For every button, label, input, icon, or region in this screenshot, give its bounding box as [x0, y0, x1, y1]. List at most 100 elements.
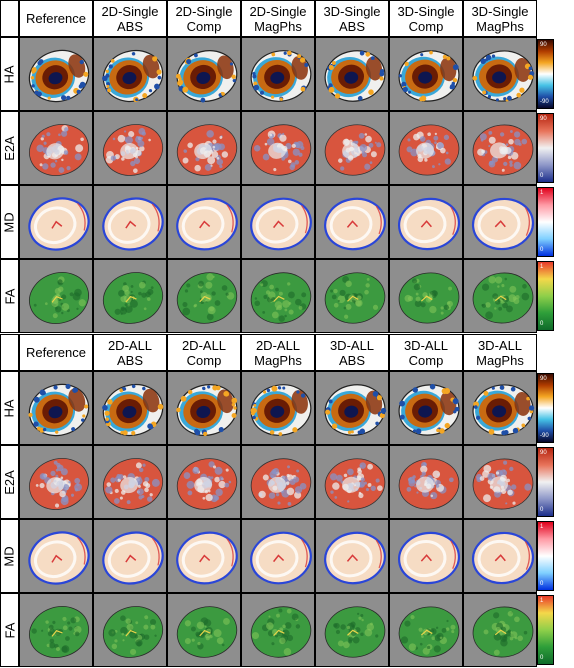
column-header: 2D-Single Comp [167, 0, 241, 37]
map-tile-ha [93, 37, 167, 111]
map-tile-md [167, 185, 241, 259]
map-tile-ha [389, 371, 463, 445]
colorbar-min-label: -90 [540, 99, 549, 105]
row-label: HA [0, 371, 19, 445]
colorbar-fa [537, 261, 554, 331]
map-tile-ha [315, 37, 389, 111]
map-tile-md [241, 519, 315, 593]
map-tile-fa [463, 593, 537, 667]
map-tile-e2a [241, 445, 315, 519]
map-tile-md [389, 185, 463, 259]
colorbar-min-label: -90 [540, 433, 549, 439]
row-label: MD [0, 185, 19, 259]
map-tile-fa [389, 259, 463, 333]
map-tile-ha [93, 371, 167, 445]
map-tile-fa [315, 259, 389, 333]
colorbar-max-label: 90 [540, 450, 547, 456]
map-tile-ha [463, 371, 537, 445]
map-tile-ha [241, 371, 315, 445]
map-tile-e2a [19, 111, 93, 185]
map-tile-e2a [93, 445, 167, 519]
map-tile-fa [167, 259, 241, 333]
map-tile-md [389, 519, 463, 593]
map-tile-md [167, 519, 241, 593]
map-tile-md [241, 185, 315, 259]
column-header: 2D-ALL ABS [93, 334, 167, 371]
colorbar-ha [537, 39, 554, 109]
corner-cell [0, 334, 19, 371]
corner-cell [0, 0, 19, 37]
map-tile-ha [315, 371, 389, 445]
colorbar-min-label: 0 [540, 247, 544, 253]
colorbar-ha [537, 373, 554, 443]
colorbar-e2a [537, 113, 554, 183]
row-label-text: FA [2, 622, 17, 638]
row-label: E2A [0, 445, 19, 519]
row-label: FA [0, 593, 19, 667]
map-tile-fa [463, 259, 537, 333]
row-label-text: MD [2, 545, 17, 567]
row-label-text: E2A [2, 135, 18, 161]
map-tile-ha [167, 371, 241, 445]
map-tile-fa [389, 593, 463, 667]
colorbar-min-label: 0 [540, 507, 544, 513]
column-header: 3D-ALL Comp [389, 334, 463, 371]
map-tile-fa [241, 593, 315, 667]
row-label-text: E2A [2, 469, 18, 495]
map-tile-e2a [167, 111, 241, 185]
map-tile-md [315, 185, 389, 259]
map-tile-ha [19, 371, 93, 445]
map-tile-fa [93, 259, 167, 333]
colorbar-max-label: 1 [540, 524, 544, 530]
row-label: MD [0, 519, 19, 593]
colorbar-min-label: 0 [540, 173, 544, 179]
colorbar-min-label: 0 [540, 581, 544, 587]
map-tile-fa [19, 259, 93, 333]
row-label-text: FA [2, 288, 17, 304]
row-label: FA [0, 259, 19, 333]
map-tile-e2a [93, 111, 167, 185]
map-tile-fa [315, 593, 389, 667]
map-tile-fa [167, 593, 241, 667]
column-header: 3D-Single ABS [315, 0, 389, 37]
colorbar-md [537, 521, 554, 591]
colorbar-max-label: 90 [540, 376, 547, 382]
map-tile-ha [463, 37, 537, 111]
colorbar-fa [537, 595, 554, 665]
column-header: 3D-ALL ABS [315, 334, 389, 371]
row-label-text: MD [2, 211, 17, 233]
map-tile-e2a [315, 111, 389, 185]
map-tile-e2a [167, 445, 241, 519]
colorbar-max-label: 1 [540, 598, 544, 604]
colorbar-md [537, 187, 554, 257]
map-tile-md [19, 185, 93, 259]
column-header: 3D-ALL MagPhs [463, 334, 537, 371]
map-tile-fa [19, 593, 93, 667]
map-tile-e2a [389, 111, 463, 185]
map-tile-md [315, 519, 389, 593]
map-tile-e2a [241, 111, 315, 185]
map-tile-fa [93, 593, 167, 667]
column-header: 3D-Single MagPhs [463, 0, 537, 37]
column-header: 2D-Single MagPhs [241, 0, 315, 37]
row-label-text: HA [2, 64, 17, 84]
map-tile-e2a [463, 111, 537, 185]
colorbar-max-label: 90 [540, 42, 547, 48]
map-tile-e2a [463, 445, 537, 519]
row-label: HA [0, 37, 19, 111]
map-tile-md [19, 519, 93, 593]
row-label: E2A [0, 111, 19, 185]
column-header: Reference [19, 0, 93, 37]
map-tile-md [463, 185, 537, 259]
colorbar-e2a [537, 447, 554, 517]
colorbar-min-label: 0 [540, 655, 544, 661]
map-tile-ha [19, 37, 93, 111]
colorbar-max-label: 1 [540, 264, 544, 270]
column-header: 2D-ALL Comp [167, 334, 241, 371]
map-tile-md [93, 185, 167, 259]
map-tile-ha [241, 37, 315, 111]
column-header: 2D-ALL MagPhs [241, 334, 315, 371]
map-tile-fa [241, 259, 315, 333]
colorbar-min-label: 0 [540, 321, 544, 327]
map-tile-md [93, 519, 167, 593]
